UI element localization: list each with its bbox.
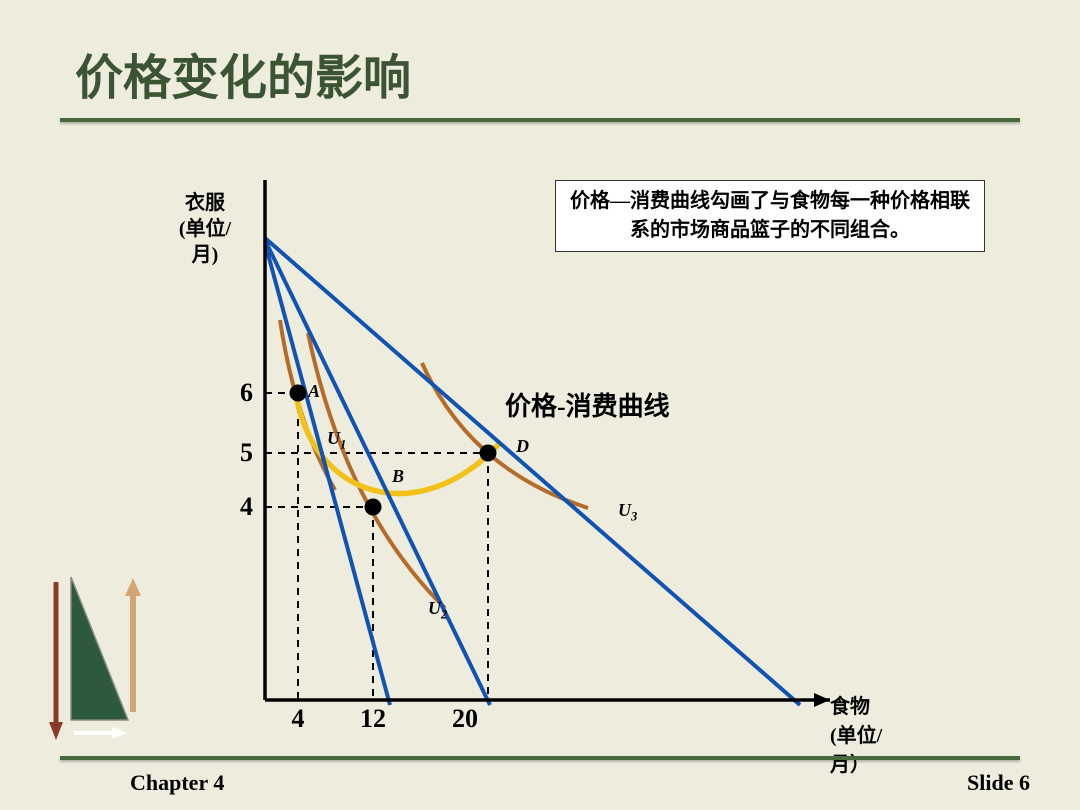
- slide-title: 价格变化的影响: [75, 38, 411, 108]
- decorative-shape: [38, 570, 158, 745]
- footer-slide: Slide 6: [967, 770, 1030, 796]
- footer-rule: [60, 756, 1020, 760]
- title-rule: [60, 118, 1020, 122]
- pcc-label: 价格-消费曲线: [505, 386, 670, 423]
- y-tick: 5: [223, 438, 253, 468]
- point-label-A: A: [308, 381, 320, 402]
- curve-label: U1: [327, 428, 346, 453]
- point-label-D: D: [516, 436, 529, 457]
- x-tick: 4: [280, 704, 316, 734]
- economics-graph: 衣服(单位/月) 食物 (单位/月） 654 41220 ABD U1U2U3 …: [170, 180, 890, 720]
- graph-svg: [170, 180, 890, 720]
- footer-chapter: Chapter 4: [130, 770, 224, 796]
- x-tick: 20: [447, 704, 483, 734]
- x-axis-label: 食物 (单位/月）: [830, 690, 890, 777]
- curve-label: U3: [618, 500, 637, 525]
- y-tick: 4: [223, 492, 253, 522]
- y-tick: 6: [223, 378, 253, 408]
- y-axis-label: 衣服(单位/月): [165, 190, 245, 268]
- x-tick: 12: [355, 704, 391, 734]
- point-label-B: B: [392, 466, 404, 487]
- curve-label: U2: [428, 598, 447, 623]
